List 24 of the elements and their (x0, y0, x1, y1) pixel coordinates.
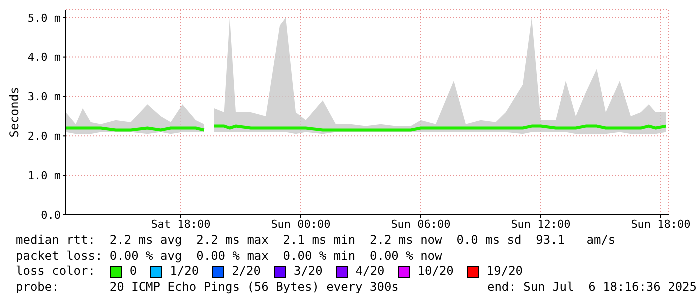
text: probe: 20 ICMP Echo Pings (56 Bytes) every 300s (16, 280, 400, 295)
legend-label: 10/20 (416, 264, 454, 280)
text: packet loss: 0.00 % avg 0.00 % max 0.00 % min 0.00 % now (16, 248, 444, 264)
x-tick-label: Sun 06:00 (391, 218, 451, 231)
y-tick-label: 3.0 m (28, 90, 62, 104)
y-tick-label: 0.0 (41, 208, 61, 222)
y-tick-label: 5.0 m (28, 12, 62, 25)
x-tick-label: Sat 18:00 (151, 218, 211, 231)
x-tick-label: Sun 12:00 (511, 218, 571, 231)
x-tick-label: Sun 18:00 (631, 218, 691, 231)
legend-label: 0 (128, 264, 138, 280)
text: median rtt: 2.2 ms avg 2.2 ms max 2.1 ms min 2.2 ms now 0.0 ms sd 93.1 am/s (16, 233, 617, 248)
y-tick-label: 2.0 m (28, 130, 62, 144)
y-axis-title: Seconds (7, 87, 22, 138)
legend-label: 4/20 (354, 264, 385, 280)
text: end: Sun Jul 6 18:16:36 2025 (487, 280, 697, 295)
legend-label: 3/20 (292, 264, 323, 280)
legend-title: loss color: (16, 264, 96, 280)
y-tick-label: 4.0 m (28, 51, 62, 64)
legend-label: 2/20 (231, 264, 261, 280)
y-tick-label: 1.0 m (28, 169, 62, 182)
x-tick-label: Sun 00:00 (271, 218, 331, 231)
legend-label: 19/20 (486, 264, 524, 280)
legend-label: 1/20 (169, 264, 200, 280)
